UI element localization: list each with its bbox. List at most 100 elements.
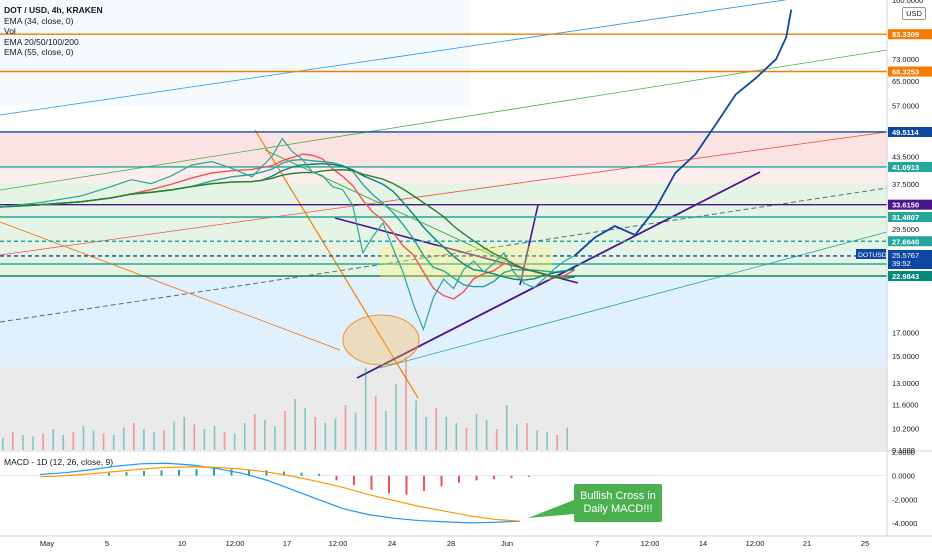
volume-bar bbox=[264, 420, 266, 450]
consolidation-box bbox=[380, 245, 552, 281]
trend-line bbox=[0, 131, 888, 256]
trend-line bbox=[519, 204, 539, 286]
volume-bar bbox=[22, 435, 24, 450]
volume-bar bbox=[435, 408, 438, 450]
macd-histogram-bar bbox=[300, 472, 303, 476]
countdown-label: 39:52 bbox=[892, 259, 911, 268]
chart-legend: DOT / USD, 4h, KRAKEN EMA (34, close, 0)… bbox=[4, 5, 103, 58]
price-tick-label: 17.0000 bbox=[892, 329, 919, 338]
macd-histogram-bar bbox=[475, 475, 478, 481]
currency-badge[interactable]: USD bbox=[902, 7, 926, 20]
macd-line bbox=[39, 462, 521, 524]
trend-line bbox=[0, 0, 788, 116]
macd-histogram-bar bbox=[125, 472, 128, 476]
macd-histogram-bar bbox=[493, 475, 495, 480]
callout-line2: Daily MACD!!! bbox=[583, 503, 653, 515]
level-price-tag bbox=[888, 199, 932, 210]
volume-bar bbox=[2, 438, 4, 450]
symbol-tag-label: DOTUSD bbox=[858, 252, 887, 259]
volume-bar bbox=[82, 426, 85, 450]
x-tick-label: 5 bbox=[105, 539, 109, 548]
volume-bar bbox=[203, 429, 206, 450]
price-tick-label: 65.0000 bbox=[892, 77, 919, 86]
volume-bar bbox=[213, 426, 216, 450]
volume-bar bbox=[62, 435, 65, 450]
macd-histogram-bar bbox=[265, 470, 268, 476]
legend-line[interactable]: Vol bbox=[4, 26, 16, 36]
volume-bar bbox=[102, 433, 105, 450]
legend-symbol[interactable]: DOT / USD, 4h, KRAKEN bbox=[4, 5, 103, 15]
macd-legend[interactable]: MACD - 1D (12, 26, close, 9) bbox=[4, 457, 114, 467]
background-zone bbox=[0, 276, 887, 367]
background-zone bbox=[0, 131, 887, 167]
volume-bar bbox=[72, 432, 75, 450]
volume-bar bbox=[243, 423, 246, 450]
volume-bar bbox=[556, 435, 558, 450]
volume-bar bbox=[153, 432, 155, 450]
price-tick-label: 15.0000 bbox=[892, 352, 919, 361]
background-zone bbox=[0, 182, 887, 277]
price-tick-label: 100.0000 bbox=[892, 0, 923, 5]
volume-bar bbox=[455, 423, 458, 450]
trend-line bbox=[0, 221, 341, 351]
macd-histogram-bar bbox=[458, 475, 460, 483]
x-tick-label: 24 bbox=[388, 539, 396, 548]
volume-bar bbox=[566, 427, 569, 450]
price-tick-label: 43.5000 bbox=[892, 152, 919, 161]
legend-line[interactable]: EMA (55, close, 0) bbox=[4, 47, 74, 57]
volume-bar bbox=[314, 417, 317, 450]
level-price-tag bbox=[888, 211, 932, 222]
price-tick-label: 11.6000 bbox=[892, 400, 919, 409]
highlight-ellipse bbox=[342, 314, 420, 366]
volume-bar bbox=[163, 430, 165, 450]
macd-histogram-bar bbox=[213, 468, 215, 476]
price-tick-label: 13.0000 bbox=[892, 379, 919, 388]
trend-line bbox=[379, 231, 888, 369]
volume-bar bbox=[92, 430, 95, 450]
volume-bar bbox=[112, 435, 115, 450]
trend-line bbox=[264, 149, 521, 269]
volume-bar bbox=[324, 423, 327, 450]
signal-line bbox=[39, 466, 521, 522]
level-price-label: 41.0913 bbox=[892, 163, 919, 172]
x-tick-label: 7 bbox=[595, 539, 599, 548]
volume-bar bbox=[485, 420, 488, 450]
legend-line[interactable]: EMA (34, close, 0) bbox=[4, 15, 74, 26]
macd-histogram-bar bbox=[335, 475, 338, 481]
ema-line bbox=[0, 169, 575, 279]
level-price-label: 49.5114 bbox=[892, 128, 920, 137]
volume-bar bbox=[364, 367, 367, 450]
projection-path bbox=[573, 9, 793, 257]
price-tick-label: 29.5000 bbox=[892, 225, 919, 234]
volume-bar bbox=[294, 399, 296, 450]
legend-line[interactable]: EMA 20/50/100/200 bbox=[4, 36, 79, 47]
volume-bar bbox=[183, 417, 186, 450]
macd-histogram-bar bbox=[510, 475, 513, 478]
macd-histogram-bar bbox=[230, 469, 233, 476]
volume-bar bbox=[52, 429, 54, 450]
current-price-tag bbox=[888, 249, 932, 269]
x-tick-label: 17 bbox=[283, 539, 291, 548]
level-price-label: 22.9843 bbox=[892, 272, 919, 281]
macd-tick-label: 2.0000 bbox=[892, 448, 915, 457]
x-tick-label: 25 bbox=[861, 539, 869, 548]
level-price-label: 68.3253 bbox=[892, 68, 919, 77]
price-tick-label: 10.2000 bbox=[892, 425, 919, 434]
x-tick-label: 14 bbox=[699, 539, 707, 548]
price-tick-label: 73.0000 bbox=[892, 55, 919, 64]
volume-bar bbox=[405, 357, 407, 450]
x-tick-label: Jun bbox=[501, 539, 513, 548]
volume-bar bbox=[334, 418, 337, 450]
macd-histogram-bar bbox=[248, 469, 250, 476]
volume-bar bbox=[495, 429, 498, 450]
volume-bar bbox=[415, 400, 417, 450]
level-price-tag bbox=[888, 161, 932, 172]
trend-line bbox=[0, 187, 888, 323]
volume-bar bbox=[385, 411, 387, 450]
volume-bar bbox=[223, 432, 226, 450]
x-tick-label: 12:00 bbox=[746, 539, 765, 548]
level-price-tag bbox=[888, 126, 932, 137]
volume-bar bbox=[465, 427, 468, 450]
